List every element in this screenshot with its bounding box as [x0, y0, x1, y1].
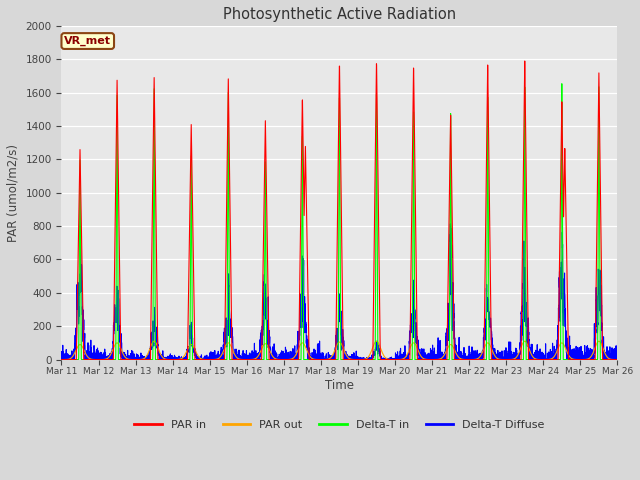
Y-axis label: PAR (umol/m2/s): PAR (umol/m2/s) [7, 144, 20, 242]
Text: VR_met: VR_met [64, 36, 111, 46]
Legend: PAR in, PAR out, Delta-T in, Delta-T Diffuse: PAR in, PAR out, Delta-T in, Delta-T Dif… [130, 415, 549, 434]
Title: Photosynthetic Active Radiation: Photosynthetic Active Radiation [223, 7, 456, 22]
X-axis label: Time: Time [325, 379, 354, 392]
